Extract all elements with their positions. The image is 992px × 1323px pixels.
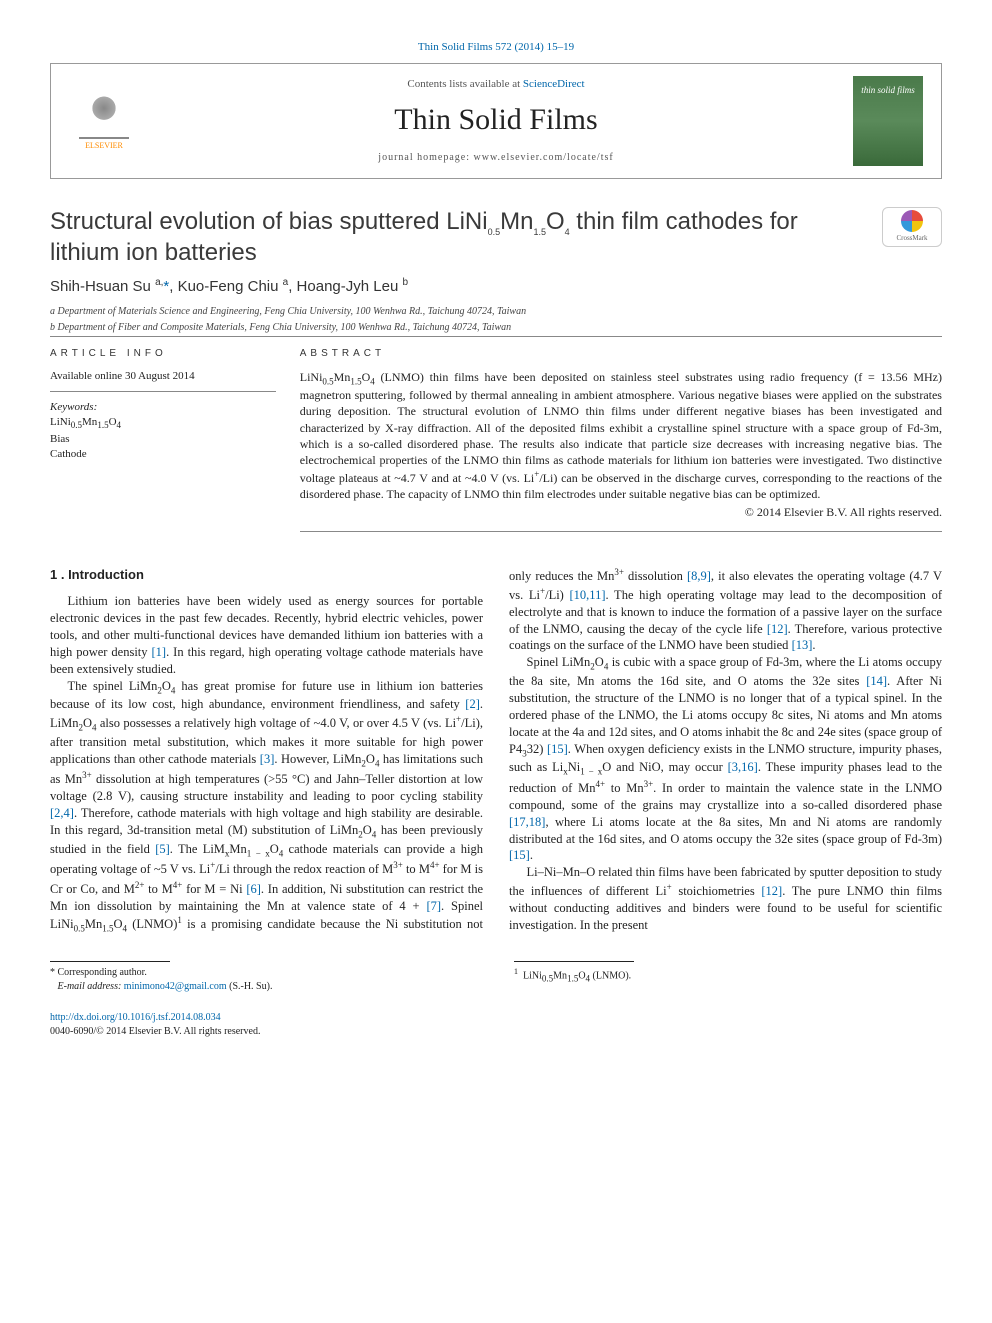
cover-text: thin solid films [861,84,915,96]
email-row: E-mail address: minimono42@gmail.com (S.… [50,980,478,994]
running-head-link[interactable]: Thin Solid Films 572 (2014) 15–19 [418,41,574,53]
email-link[interactable]: minimono42@gmail.com [124,981,227,992]
ref-17-18[interactable]: [17,18] [509,815,545,829]
email-paren: (S.-H. Su). [229,981,272,992]
affiliation-a: a Department of Materials Science and En… [50,305,942,319]
contents-line: Contents lists available at ScienceDirec… [139,77,853,92]
header-center: Contents lists available at ScienceDirec… [139,77,853,164]
elsevier-logo: ELSEVIER [69,81,139,161]
ref-12b[interactable]: [12] [761,884,782,898]
corresponding-author: * Corresponding author. [50,966,478,980]
ref-2-4[interactable]: [2,4] [50,806,74,820]
affiliation-b: b Department of Fiber and Composite Mate… [50,321,942,335]
article-info-col: ARTICLE INFO Available online 30 August … [50,336,300,532]
body-p4: Spinel LiMn2O4 is cubic with a space gro… [509,654,942,864]
journal-homepage: journal homepage: www.elsevier.com/locat… [139,151,853,165]
keywords-label: Keywords: [50,400,276,415]
ref-5[interactable]: [5] [155,842,170,856]
footer: * Corresponding author. E-mail address: … [50,961,942,993]
ref-7[interactable]: [7] [426,899,441,913]
ref-15b[interactable]: [15] [509,848,530,862]
ref-12[interactable]: [12] [767,622,788,636]
keyword-3: Cathode [50,447,276,462]
doi-row: http://dx.doi.org/10.1016/j.tsf.2014.08.… [50,993,942,1038]
article-title: Structural evolution of bias sputtered L… [50,207,882,268]
corresponding-mark[interactable]: * [163,278,169,295]
abstract-col: ABSTRACT LiNi0.5Mn1.5O4 (LNMO) thin film… [300,336,942,532]
ref-8-9[interactable]: [8,9] [687,569,711,583]
elsevier-label: ELSEVIER [85,141,123,152]
journal-cover-thumb: thin solid films [853,76,923,166]
crossmark-badge[interactable]: CrossMark [882,207,942,247]
keyword-2: Bias [50,432,276,447]
footnote-rule-left [50,961,170,962]
article-info-heading: ARTICLE INFO [50,347,276,361]
contents-line-pre: Contents lists available at [407,78,522,90]
doi-link[interactable]: http://dx.doi.org/10.1016/j.tsf.2014.08.… [50,1012,221,1023]
journal-header: ELSEVIER Contents lists available at Sci… [50,63,942,179]
footer-right: 1 LiNi0.5Mn1.5O4 (LNMO). [514,961,942,984]
crossmark-icon [901,210,923,232]
ref-14[interactable]: [14] [866,674,887,688]
email-label: E-mail address: [58,981,122,992]
ref-2[interactable]: [2] [465,697,480,711]
issn-copyright: 0040-6090/© 2014 Elsevier B.V. All right… [50,1026,260,1037]
ref-3[interactable]: [3] [260,752,275,766]
footnote-rule-right [514,961,634,962]
abstract-text: LiNi0.5Mn1.5O4 (LNMO) thin films have be… [300,369,942,532]
body-p1: Lithium ion batteries have been widely u… [50,593,483,677]
ref-3-16[interactable]: [3,16] [728,760,758,774]
ref-10-11[interactable]: [10,11] [570,588,606,602]
running-head: Thin Solid Films 572 (2014) 15–19 [50,40,942,55]
elsevier-tree-icon [79,89,129,139]
ref-6[interactable]: [6] [246,882,261,896]
ref-15[interactable]: [15] [547,742,568,756]
journal-name: Thin Solid Films [139,100,853,141]
abstract-copyright: © 2014 Elsevier B.V. All rights reserved… [300,504,942,520]
ref-13[interactable]: [13] [792,638,813,652]
footer-left: * Corresponding author. E-mail address: … [50,961,478,993]
available-online: Available online 30 August 2014 [50,369,276,393]
keyword-1: LiNi0.5Mn1.5O4 [50,415,276,431]
sciencedirect-link[interactable]: ScienceDirect [523,78,585,90]
ref-1[interactable]: [1] [152,645,167,659]
crossmark-label: CrossMark [896,234,927,243]
footnote-1: 1 LiNi0.5Mn1.5O4 (LNMO). [514,966,942,984]
section-1-heading: 1 . Introduction [50,566,483,584]
body-p5: Li–Ni–Mn–O related thin films have been … [509,864,942,934]
abstract-heading: ABSTRACT [300,347,942,361]
body-columns: 1 . Introduction Lithium ion batteries h… [50,566,942,936]
authors: Shih-Hsuan Su a,*, Kuo-Feng Chiu a, Hoan… [50,276,942,297]
